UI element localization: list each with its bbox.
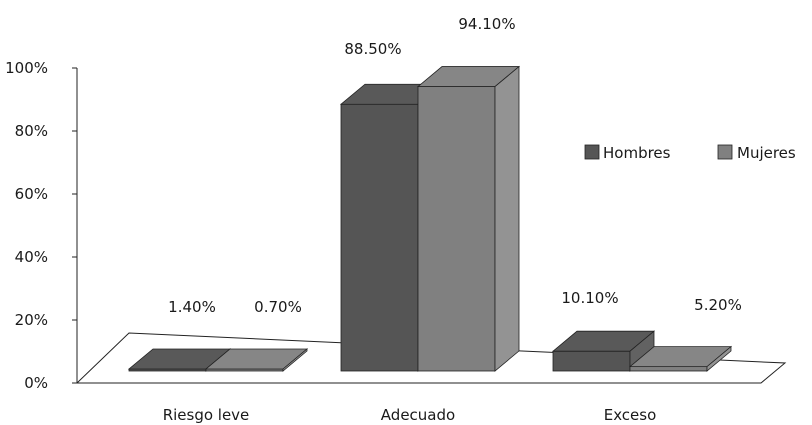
bar-front [629, 366, 708, 372]
bars-layer [127, 65, 733, 372]
bar-side [706, 345, 732, 372]
legend: Hombres Mujeres [584, 144, 796, 162]
legend-swatch-hombres [584, 144, 600, 160]
data-label: 10.10% [561, 289, 618, 307]
bar-side [282, 348, 308, 372]
x-category-label: Riesgo leve [163, 406, 250, 424]
data-label: 94.10% [458, 15, 515, 33]
labels-layer: 1.40% 0.70% 88.50% 94.10% 10.10% 5.20% [168, 15, 742, 316]
y-tick-label: 100% [5, 59, 48, 77]
data-label: 1.40% [168, 298, 216, 316]
floor-layer [75, 332, 787, 384]
data-label: 0.70% [254, 298, 302, 316]
legend-label-hombres: Hombres [603, 144, 671, 162]
bar-side [494, 65, 520, 372]
bar-front [417, 86, 496, 372]
y-tick-label: 0% [24, 374, 48, 392]
data-label: 88.50% [344, 40, 401, 58]
bar-front [340, 103, 419, 372]
data-label: 5.20% [694, 296, 742, 314]
y-tick-label: 60% [15, 185, 48, 203]
legend-label-mujeres: Mujeres [737, 144, 796, 162]
y-tick-label: 80% [15, 122, 48, 140]
y-tick-label: 40% [15, 248, 48, 266]
legend-swatch-mujeres [717, 144, 733, 160]
y-tick-label: 20% [15, 311, 48, 329]
x-category-label: Adecuado [381, 406, 455, 424]
x-category-label: Exceso [604, 406, 657, 424]
chart-floor [75, 332, 787, 384]
bar-front [552, 350, 631, 372]
axis-layer: 0% 20% 40% 60% 80% 100% Riesgo leve Adecuado Exc… [5, 59, 656, 424]
